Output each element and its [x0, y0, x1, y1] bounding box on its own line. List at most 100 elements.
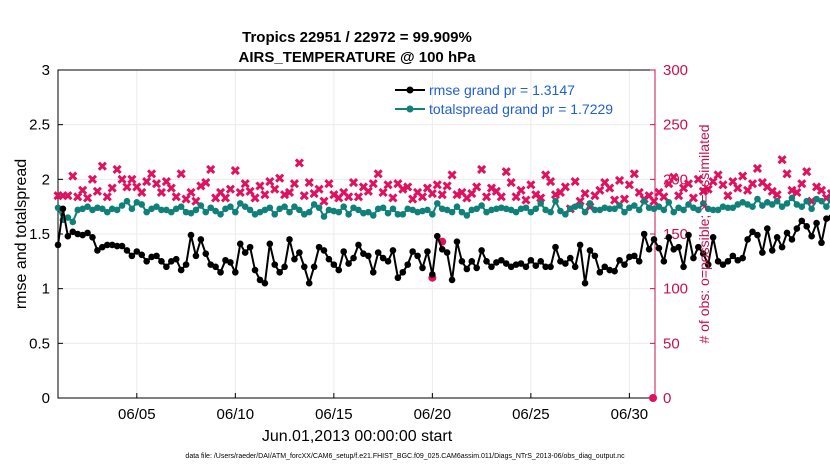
spread-point: [443, 206, 451, 214]
left-tick-label: 0.5: [29, 335, 50, 352]
spread-point: [281, 203, 288, 210]
spread-point: [300, 211, 308, 218]
spread-point: [399, 211, 407, 218]
rmse-point: [655, 244, 663, 252]
spread-point: [493, 205, 500, 213]
rmse-point: [399, 268, 407, 276]
rmse-point: [414, 252, 421, 260]
obs-assimilated-marker: [87, 174, 98, 184]
rmse-point: [433, 232, 441, 240]
spread-point: [517, 205, 525, 213]
spread-point: [783, 200, 791, 207]
rmse-point: [113, 242, 121, 250]
obs-assimilated-marker: [427, 188, 437, 199]
rmse-point: [724, 258, 732, 265]
spread-point: [64, 214, 72, 221]
spread-point: [670, 208, 678, 216]
obs-assimilated-marker: [802, 167, 812, 177]
right-axis: 050100150200250300: [650, 62, 688, 407]
left-tick-label: 2.5: [29, 117, 50, 134]
obs-assimilated-marker: [289, 179, 299, 189]
rmse-point: [409, 248, 416, 255]
rmse-point: [187, 231, 195, 239]
rmse-point: [468, 258, 476, 265]
rmse-point: [803, 223, 811, 230]
rmse-point: [84, 229, 91, 237]
right-tick-label: 100: [663, 281, 688, 298]
spread-point: [394, 211, 402, 218]
obs-assimilated-marker: [398, 184, 408, 194]
spread-point: [350, 204, 357, 212]
spread-point: [409, 206, 416, 214]
obs-assimilated-marker: [240, 179, 250, 189]
spread-point: [690, 204, 697, 212]
obs-assimilated-marker: [723, 191, 733, 201]
obs-assimilated-marker: [344, 192, 354, 202]
spread-point: [596, 206, 604, 214]
rmse-point: [606, 266, 613, 274]
spread-point: [172, 205, 180, 213]
obs-assimilated-marker: [560, 182, 570, 192]
rmse-point: [94, 247, 101, 254]
rmse-point: [246, 243, 254, 251]
obs-assimilated-marker: [270, 184, 280, 194]
obs-assimilated-marker: [747, 179, 758, 189]
rmse-point: [601, 263, 609, 271]
footer-datafile: data file: /Users/raeder/DAI/ATM_forcXX/…: [185, 453, 625, 460]
rmse-point: [330, 261, 338, 268]
rmse-point: [266, 240, 274, 248]
spread-point: [621, 208, 628, 216]
obs-assimilated-marker: [201, 178, 211, 188]
spread-point: [665, 198, 673, 206]
rmse-point: [690, 254, 697, 262]
obs-assimilated-marker: [127, 174, 137, 184]
spread-point: [360, 209, 367, 217]
rmse-point: [74, 230, 82, 238]
rmse-point: [576, 241, 584, 249]
spread-point: [773, 197, 781, 205]
obs-assimilated-marker: [107, 183, 117, 193]
rmse-point: [241, 249, 249, 256]
obs-assimilated-marker: [378, 187, 388, 198]
rmse-point: [547, 263, 554, 271]
obs-assimilated-marker: [826, 188, 830, 199]
legend-rmse-label: rmse grand pr = 1.3147: [429, 82, 575, 98]
rmse-point: [310, 263, 318, 271]
rmse-point: [453, 238, 461, 245]
obs-assimilated-marker: [432, 180, 442, 190]
rmse-point: [153, 252, 160, 260]
obs-assimilated-marker: [496, 192, 506, 202]
obs-assimilated-marker: [78, 185, 88, 195]
rmse-point: [251, 266, 259, 274]
obs-assimilated-marker: [186, 187, 196, 198]
spread-point: [222, 205, 229, 213]
rmse-point: [586, 247, 594, 254]
obs-assimilated-marker: [610, 195, 620, 205]
rmse-point: [103, 241, 111, 249]
rmse-point: [611, 267, 618, 275]
obs-assimilated-marker: [605, 183, 615, 193]
rmse-point: [192, 252, 200, 260]
obs-assimilated-marker: [516, 185, 526, 195]
left-axis-label: rmse and totalspread: [13, 159, 30, 309]
spread-point: [557, 207, 564, 215]
rmse-point: [374, 249, 382, 256]
rmse-point: [665, 233, 673, 241]
rmse-point: [305, 279, 313, 287]
rmse-point: [133, 248, 141, 255]
obs-assimilated-marker: [220, 193, 231, 203]
rmse-point: [591, 252, 599, 260]
rmse-point: [768, 247, 776, 254]
obs-assimilated-marker: [733, 183, 743, 193]
obs-assimilated-marker: [595, 185, 605, 195]
spread-point: [813, 195, 820, 203]
spread-point: [616, 202, 623, 209]
rmse-point: [394, 274, 402, 282]
spread-point: [99, 205, 106, 213]
obs-assimilated-marker: [142, 176, 152, 187]
spread-point: [345, 211, 352, 218]
spread-point: [232, 208, 239, 216]
rmse-point: [281, 263, 288, 271]
spread-point: [458, 208, 466, 216]
obs-assimilated-marker: [437, 190, 447, 200]
